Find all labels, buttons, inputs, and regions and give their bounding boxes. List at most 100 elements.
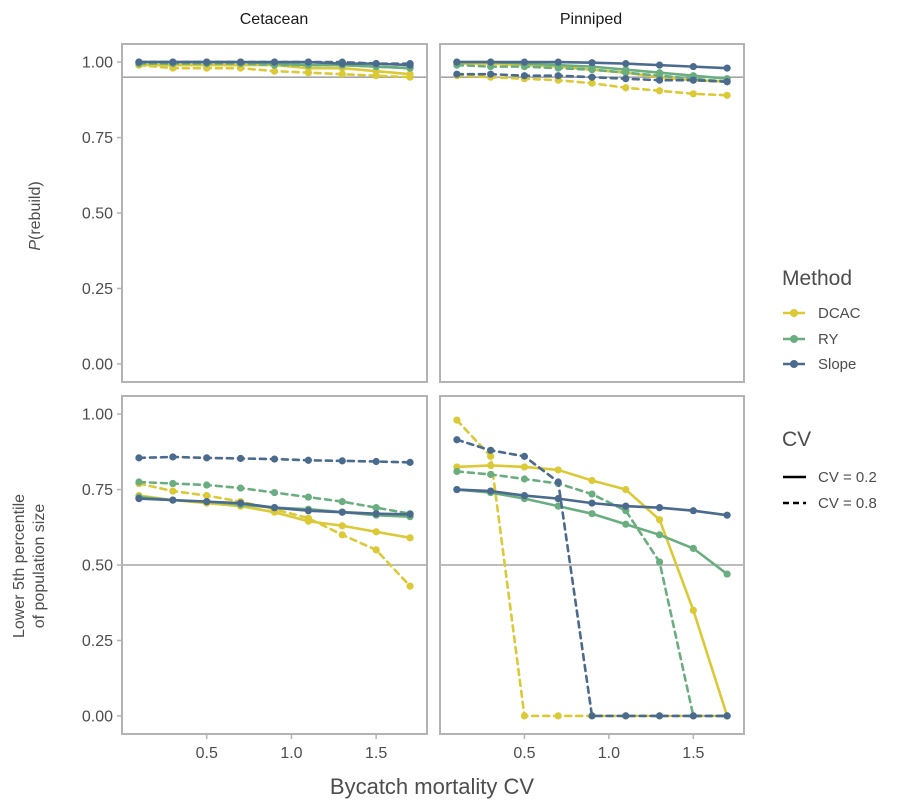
x-tick-label-lower5th-pinniped: 1.5 <box>682 745 704 762</box>
series-dcac-cv02-lower5th-cetacean-point <box>338 522 346 530</box>
legend-cv-08: CV = 0.8 <box>783 495 877 512</box>
legend-method-title: Method <box>782 267 852 290</box>
series-ry-cv02-lower5th-pinniped-point <box>723 570 731 578</box>
series-dcac-cv02-lower5th-pinniped-point <box>588 476 596 485</box>
legend-method-ry: RY <box>783 331 839 348</box>
series-slope-cv08-lower5th-pinniped-point <box>689 712 697 720</box>
legend-slope-label: Slope <box>818 356 856 373</box>
legend-cv-02: CV = 0.2 <box>783 469 877 486</box>
series-slope-cv08-lower5th-cetacean-point <box>135 454 143 462</box>
series-dcac-cv08-prebuild-pinniped-point <box>689 90 697 98</box>
series-ry-cv08-lower5th-pinniped-point <box>520 475 529 483</box>
series-slope-cv08-lower5th-pinniped-point <box>520 452 529 460</box>
panel-border-lower5th-pinniped <box>439 395 745 735</box>
series-slope-cv08-prebuild-cetacean-point <box>406 60 414 68</box>
series-slope-cv08-lower5th-pinniped-point <box>588 712 596 720</box>
series-slope-cv02-lower5th-cetacean-point <box>237 499 245 507</box>
series-slope-cv08-lower5th-pinniped-point <box>723 712 731 720</box>
panel-lower5th-pinniped: 0.5 1.0 1.5 <box>439 395 745 762</box>
series-slope-cv08-prebuild-cetacean-point <box>203 58 211 66</box>
series-slope-cv08-lower5th-cetacean-point <box>406 458 414 466</box>
series-ry-cv08-prebuild-pinniped-point <box>622 69 630 77</box>
y-tick-label-lower5th-cetacean: 0.75 <box>82 482 113 499</box>
series-slope-cv08-lower5th-pinniped-point <box>487 446 495 454</box>
series-slope-cv08-prebuild-cetacean-point <box>372 60 380 68</box>
series-slope-cv02-lower5th-pinniped-point <box>453 485 461 494</box>
series-slope-cv02-lower5th-cetacean-point <box>135 495 143 503</box>
series-slope-cv02-lower5th-pinniped-point <box>520 491 529 500</box>
series-slope-cv02-prebuild-pinniped-point <box>622 60 630 68</box>
y-tick-label-lower5th-cetacean: 0.25 <box>82 633 113 650</box>
series-dcac-cv08-prebuild-cetacean-point <box>372 72 380 80</box>
series-slope-cv02-prebuild-pinniped-point <box>453 58 461 66</box>
x-tick-label-lower5th-pinniped: 0.5 <box>513 745 535 762</box>
series-slope-cv02-lower5th-cetacean-point <box>169 496 177 504</box>
series-slope-cv08-prebuild-cetacean-point <box>135 58 143 66</box>
series-dcac-cv02-lower5th-pinniped-point <box>655 516 664 524</box>
series-dcac-cv02-lower5th-pinniped-point <box>554 466 562 474</box>
series-ry-cv08-lower5th-pinniped-point <box>588 490 596 498</box>
series-dcac-cv08-prebuild-cetacean-point <box>406 73 414 81</box>
series-slope-cv08-prebuild-pinniped-point <box>655 76 664 84</box>
x-tick-label-lower5th-cetacean: 1.0 <box>280 745 302 762</box>
series-ry-cv08-lower5th-cetacean-point <box>304 493 312 501</box>
series-slope-cv02-prebuild-pinniped-point <box>723 64 731 72</box>
x-axis-title: Bycatch mortality CV <box>330 774 534 799</box>
series-dcac-cv08-prebuild-pinniped-point <box>723 91 731 99</box>
series-dcac-cv08-lower5th-pinniped-point <box>520 712 529 720</box>
series-ry-cv08-lower5th-cetacean-point <box>135 478 143 486</box>
strip-label-cetacean: Cetacean <box>240 11 309 28</box>
legend-ry-point <box>790 335 798 343</box>
legend-cv08-label: CV = 0.8 <box>818 495 877 512</box>
series-ry-cv08-lower5th-cetacean-point <box>237 484 245 492</box>
legend-cv02-label: CV = 0.2 <box>818 469 877 486</box>
series-dcac-cv02-lower5th-pinniped-point <box>689 606 697 614</box>
series-slope-cv08-lower5th-pinniped-point <box>554 478 562 486</box>
panel-prebuild-cetacean: 0.00 0.25 0.50 0.75 1.00 <box>82 43 428 383</box>
panels-group: 0.000.250.500.751.000.000.250.500.751.00… <box>82 43 745 762</box>
y-tick-label-lower5th-cetacean: 0.00 <box>82 708 113 725</box>
y-tick-label-prebuild-cetacean: 1.00 <box>82 55 113 72</box>
series-dcac-cv08-lower5th-cetacean-point <box>203 491 211 500</box>
series-dcac-cv02-lower5th-pinniped-point <box>622 485 630 494</box>
series-slope-cv02-lower5th-cetacean-point <box>304 507 312 515</box>
panel-border-prebuild-cetacean <box>121 43 428 383</box>
x-tick-label-lower5th-cetacean: 0.5 <box>196 745 218 762</box>
series-slope-cv08-prebuild-pinniped-point <box>622 75 630 83</box>
series-slope-cv02-lower5th-cetacean-point <box>338 508 346 516</box>
series-slope-cv08-prebuild-pinniped-point <box>520 72 529 80</box>
legend-method-slope: Slope <box>783 356 856 373</box>
series-slope-cv08-lower5th-cetacean-point <box>372 457 380 466</box>
strip-label-pinniped: Pinniped <box>560 11 622 28</box>
series-ry-cv08-lower5th-cetacean-point <box>372 504 380 512</box>
series-ry-cv08-lower5th-cetacean-point <box>203 481 211 489</box>
panel-lower5th-cetacean: 0.00 0.25 0.50 0.75 1.00 0.5 1.0 1.5 <box>82 395 428 762</box>
series-slope-cv02-prebuild-pinniped-point <box>588 59 596 67</box>
series-slope-cv02-lower5th-pinniped-point <box>622 502 630 510</box>
series-dcac-cv08-prebuild-pinniped-point <box>622 84 630 92</box>
legend-ry-label: RY <box>818 331 839 348</box>
y-tick-label-prebuild-cetacean: 0.00 <box>82 356 113 373</box>
panel-prebuild-pinniped <box>439 43 745 383</box>
series-ry-cv02-lower5th-pinniped-point <box>655 531 664 539</box>
y-tick-label-prebuild-cetacean: 0.50 <box>82 206 113 223</box>
series-slope-cv02-lower5th-pinniped-point <box>487 487 495 495</box>
series-slope-cv08-prebuild-cetacean-point <box>270 58 279 66</box>
series-slope-cv02-prebuild-pinniped-point <box>689 63 697 71</box>
series-ry-cv08-lower5th-pinniped-point <box>655 558 664 566</box>
series-slope-cv08-lower5th-cetacean-point <box>237 454 245 463</box>
series-dcac-cv08-lower5th-cetacean-point <box>372 546 380 554</box>
series-dcac-cv08-lower5th-cetacean-point <box>338 531 346 539</box>
series-slope-cv02-lower5th-cetacean-point <box>270 504 279 512</box>
series-slope-cv02-lower5th-pinniped-point <box>588 499 596 507</box>
legend-dcac-point <box>790 309 798 317</box>
x-tick-label-lower5th-pinniped: 1.0 <box>598 745 620 762</box>
panel-border-prebuild-pinniped <box>439 43 745 383</box>
series-slope-cv02-lower5th-cetacean-point <box>203 498 211 506</box>
series-dcac-cv02-lower5th-cetacean-point <box>406 534 414 542</box>
series-dcac-cv08-lower5th-pinniped-point <box>487 452 495 460</box>
series-slope-cv08-lower5th-pinniped <box>455 438 729 718</box>
series-dcac-cv08-prebuild-pinniped-point <box>588 79 596 87</box>
series-slope-cv02-prebuild-pinniped-point <box>554 58 562 66</box>
